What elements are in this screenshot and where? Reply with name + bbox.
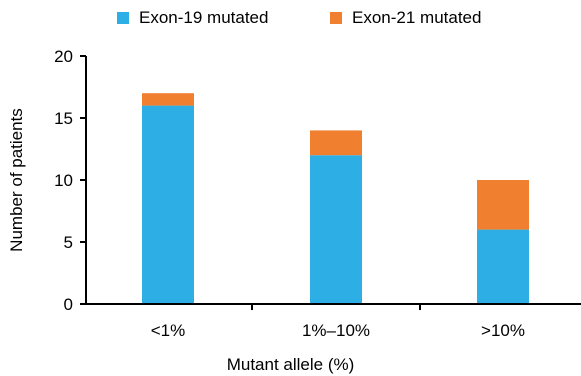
bar-exon-21-1	[142, 93, 194, 106]
legend-label-exon-21: Exon-21 mutated	[352, 8, 482, 27]
legend-swatch-exon-19	[117, 12, 129, 24]
legend-item-exon-21: Exon-21 mutated	[330, 8, 481, 28]
y-tick-label: 10	[54, 171, 73, 190]
y-tick-label: 15	[54, 109, 73, 128]
legend-label-exon-19: Exon-19 mutated	[139, 8, 269, 27]
y-tick-label: 5	[64, 233, 73, 252]
bar-exon-19-1	[142, 105, 194, 304]
chart-legend: Exon-19 mutated Exon-21 mutated	[0, 8, 581, 32]
y-axis-label: Number of patients	[7, 108, 26, 252]
y-tick-label: 20	[54, 47, 73, 66]
y-tick-label: 0	[64, 295, 73, 314]
x-tick-label: >10%	[481, 321, 525, 340]
bar-exon-21-3	[477, 180, 529, 230]
x-tick-label: <1%	[151, 321, 186, 340]
x-axis-label: Mutant allele (%)	[226, 355, 355, 374]
legend-item-exon-19: Exon-19 mutated	[117, 8, 268, 28]
bar-exon-21-2	[310, 130, 362, 156]
legend-swatch-exon-21	[330, 12, 342, 24]
bar-exon-19-2	[310, 155, 362, 304]
bar-exon-19-3	[477, 229, 529, 304]
x-tick-label: 1%–10%	[302, 321, 370, 340]
